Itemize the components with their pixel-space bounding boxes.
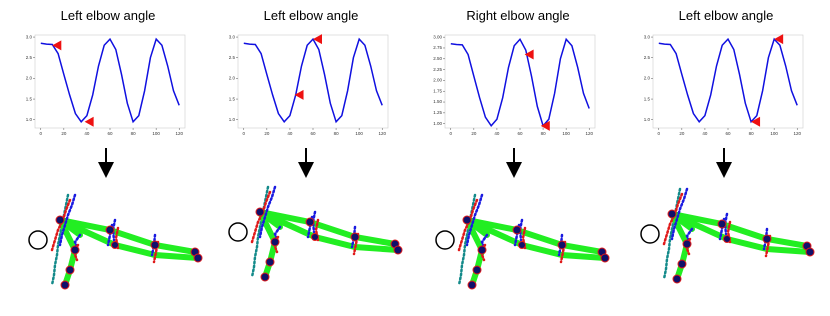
data-line (40, 37, 180, 124)
x-tick-label: 60 (310, 131, 316, 136)
x-tick-label: 40 (702, 131, 708, 136)
data-line (450, 37, 590, 128)
y-tick-label: 2.0 (229, 76, 236, 81)
x-tick-label: 120 (585, 131, 593, 136)
x-tick-label: 0 (40, 131, 43, 136)
y-tick-label: 2.0 (26, 76, 33, 81)
y-tick-label: 1.75 (433, 88, 442, 93)
y-tick-label: 2.5 (644, 55, 651, 60)
y-tick-label: 2.0 (644, 76, 651, 81)
marker (540, 120, 550, 131)
y-tick-label: 2.50 (433, 56, 442, 61)
y-tick-label: 2.25 (433, 67, 442, 72)
x-tick-label: 20 (264, 131, 270, 136)
x-tick-label: 60 (725, 131, 731, 136)
data-line (658, 37, 798, 124)
x-tick-label: 20 (61, 131, 67, 136)
x-tick-label: 80 (131, 131, 137, 136)
x-tick-label: 0 (243, 131, 246, 136)
marker (52, 40, 62, 51)
marker (84, 116, 94, 127)
chart-title: Left elbow angle (264, 8, 359, 23)
x-tick-label: 60 (517, 131, 523, 136)
x-tick-label: 40 (494, 131, 500, 136)
y-tick-label: 2.5 (26, 55, 33, 60)
chart-title: Right elbow angle (466, 8, 569, 23)
x-tick-label: 100 (355, 131, 363, 136)
x-tick-label: 20 (679, 131, 685, 136)
marker (294, 89, 304, 100)
y-tick-label: 3.0 (644, 34, 651, 39)
x-tick-label: 0 (450, 131, 453, 136)
x-tick-label: 100 (770, 131, 778, 136)
x-tick-label: 60 (107, 131, 113, 136)
x-tick-label: 0 (658, 131, 661, 136)
x-tick-label: 20 (471, 131, 477, 136)
marker (751, 116, 761, 127)
x-tick-label: 100 (562, 131, 570, 136)
y-tick-label: 1.0 (644, 117, 651, 122)
chart-title: Left elbow angle (679, 8, 774, 23)
x-tick-label: 80 (541, 131, 547, 136)
y-tick-label: 2.75 (433, 45, 442, 50)
arrows (98, 148, 732, 178)
x-tick-label: 40 (287, 131, 293, 136)
y-tick-label: 1.5 (644, 96, 651, 101)
data-line (243, 37, 383, 124)
x-tick-label: 120 (793, 131, 801, 136)
chart-title: Left elbow angle (61, 8, 156, 23)
y-tick-label: 3.0 (26, 34, 33, 39)
x-tick-label: 120 (175, 131, 183, 136)
y-tick-label: 1.00 (433, 121, 442, 126)
y-tick-label: 1.50 (433, 99, 442, 104)
y-tick-label: 2.5 (229, 55, 236, 60)
y-tick-label: 3.00 (433, 34, 442, 39)
x-tick-label: 80 (749, 131, 755, 136)
x-tick-label: 100 (152, 131, 160, 136)
y-tick-label: 2.00 (433, 78, 442, 83)
y-tick-label: 1.25 (433, 110, 442, 115)
x-tick-label: 80 (334, 131, 340, 136)
marker (524, 49, 534, 60)
y-tick-label: 1.0 (26, 117, 33, 122)
y-tick-label: 1.5 (26, 96, 33, 101)
x-tick-label: 40 (84, 131, 90, 136)
skeletons (29, 187, 814, 289)
y-tick-label: 1.5 (229, 96, 236, 101)
y-tick-label: 1.0 (229, 117, 236, 122)
marker (313, 34, 322, 45)
x-tick-label: 120 (378, 131, 386, 136)
marker (774, 34, 784, 45)
y-tick-label: 3.0 (229, 34, 236, 39)
